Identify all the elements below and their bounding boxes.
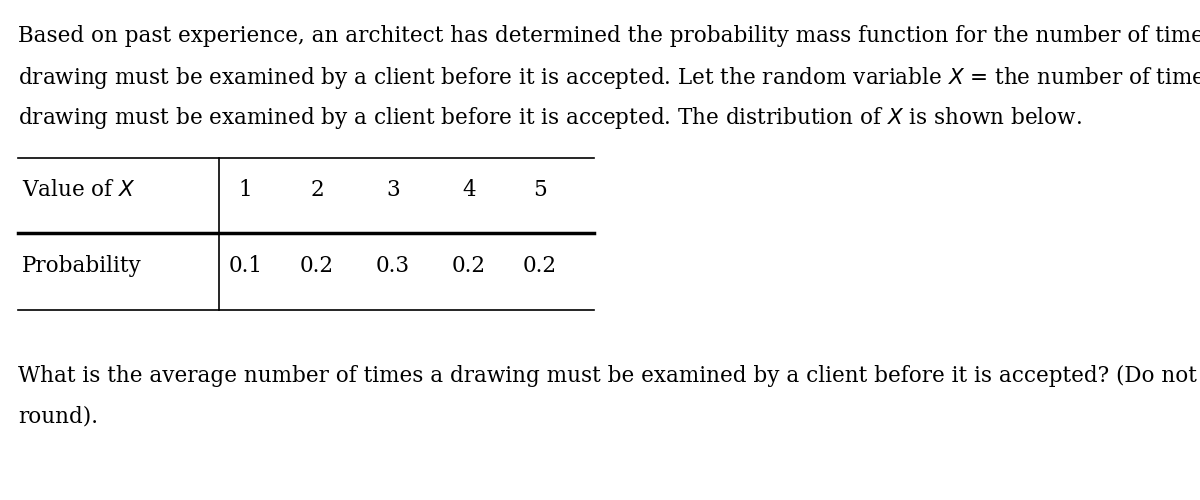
Text: drawing must be examined by a client before it is accepted. Let the random varia: drawing must be examined by a client bef… bbox=[18, 65, 1200, 91]
Text: 0.2: 0.2 bbox=[451, 255, 486, 277]
Text: 3: 3 bbox=[386, 179, 400, 201]
Text: 4: 4 bbox=[462, 179, 475, 201]
Text: 2: 2 bbox=[310, 179, 324, 201]
Text: 0.2: 0.2 bbox=[523, 255, 557, 277]
Text: drawing must be examined by a client before it is accepted. The distribution of : drawing must be examined by a client bef… bbox=[18, 105, 1081, 131]
Text: Probability: Probability bbox=[23, 255, 142, 277]
Text: What is the average number of times a drawing must be examined by a client befor: What is the average number of times a dr… bbox=[18, 365, 1196, 387]
Text: 5: 5 bbox=[533, 179, 547, 201]
Text: Value of $X$: Value of $X$ bbox=[23, 179, 136, 201]
Text: round).: round). bbox=[18, 405, 98, 427]
Text: Based on past experience, an architect has determined the probability mass funct: Based on past experience, an architect h… bbox=[18, 25, 1200, 47]
Text: 0.1: 0.1 bbox=[228, 255, 263, 277]
Text: 0.3: 0.3 bbox=[376, 255, 410, 277]
Text: 0.2: 0.2 bbox=[300, 255, 334, 277]
Text: 1: 1 bbox=[239, 179, 252, 201]
